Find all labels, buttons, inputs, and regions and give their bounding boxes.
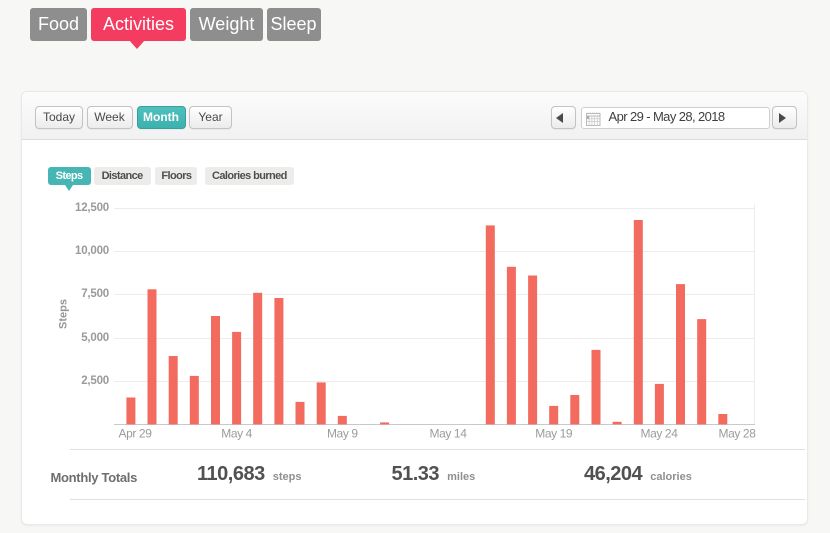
- svg-text:May 9: May 9: [327, 427, 358, 441]
- svg-text:5,000: 5,000: [81, 332, 109, 344]
- svg-text:10,000: 10,000: [75, 245, 109, 257]
- svg-text:May 28: May 28: [719, 427, 757, 441]
- svg-text:May 19: May 19: [535, 427, 573, 441]
- svg-text:May 24: May 24: [641, 427, 679, 441]
- svg-text:May 4: May 4: [221, 427, 252, 441]
- svg-text:2,500: 2,500: [81, 375, 109, 387]
- svg-text:12,500: 12,500: [75, 202, 109, 214]
- svg-text:Apr 29: Apr 29: [119, 427, 153, 441]
- svg-text:Steps: Steps: [58, 299, 70, 329]
- svg-text:7,500: 7,500: [81, 288, 109, 300]
- svg-text:May 14: May 14: [430, 427, 468, 441]
